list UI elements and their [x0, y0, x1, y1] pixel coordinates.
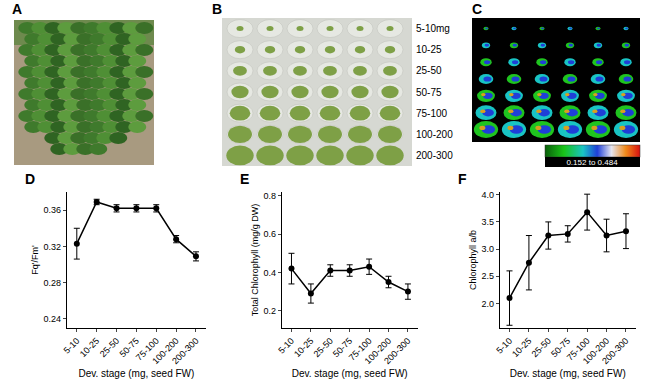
- svg-text:5-10mg: 5-10mg: [416, 23, 450, 34]
- svg-text:3.5: 3.5: [481, 217, 494, 227]
- svg-text:0.152 to 0.484: 0.152 to 0.484: [566, 158, 618, 167]
- svg-text:50-75: 50-75: [118, 336, 141, 359]
- svg-text:5-10: 5-10: [494, 336, 514, 356]
- svg-text:4.0: 4.0: [481, 190, 494, 200]
- svg-text:50-75: 50-75: [416, 87, 442, 98]
- svg-text:0.8: 0.8: [263, 191, 276, 201]
- svg-text:0.2: 0.2: [263, 306, 276, 316]
- svg-text:50-75: 50-75: [331, 336, 354, 359]
- svg-text:Dev. stage (mg, seed FW): Dev. stage (mg, seed FW): [510, 368, 626, 379]
- svg-text:0.36: 0.36: [44, 205, 62, 215]
- svg-text:200-300: 200-300: [416, 150, 453, 161]
- svg-text:25-50: 25-50: [530, 336, 553, 359]
- svg-text:200-300: 200-300: [600, 336, 630, 366]
- svg-text:B: B: [212, 1, 222, 17]
- svg-text:0.4: 0.4: [263, 268, 276, 278]
- svg-text:50-75: 50-75: [549, 336, 572, 359]
- svg-text:10-25: 10-25: [416, 44, 442, 55]
- svg-text:75-100: 75-100: [565, 336, 592, 363]
- svg-text:C: C: [472, 1, 482, 17]
- svg-text:5-10: 5-10: [62, 336, 82, 356]
- svg-text:100-200: 100-200: [416, 129, 453, 140]
- svg-text:E: E: [240, 171, 249, 187]
- svg-text:0.6: 0.6: [263, 229, 276, 239]
- svg-text:10-25: 10-25: [78, 336, 101, 359]
- svg-text:D: D: [25, 171, 35, 187]
- svg-text:75-100: 75-100: [134, 336, 161, 363]
- svg-text:Fq'/Fm': Fq'/Fm': [30, 245, 40, 275]
- svg-text:Chlorophyll a/b: Chlorophyll a/b: [468, 230, 478, 290]
- svg-text:3.0: 3.0: [481, 244, 494, 254]
- svg-text:75-100: 75-100: [347, 336, 374, 363]
- svg-text:25-50: 25-50: [416, 65, 442, 76]
- svg-text:F: F: [458, 171, 467, 187]
- svg-text:200-300: 200-300: [170, 336, 200, 366]
- svg-text:200-300: 200-300: [382, 336, 412, 366]
- svg-text:Total Chlorophyll (mg/g DW): Total Chlorophyll (mg/g DW): [250, 204, 260, 317]
- svg-text:25-50: 25-50: [312, 336, 335, 359]
- svg-text:2.5: 2.5: [481, 271, 494, 281]
- svg-text:10-25: 10-25: [510, 336, 533, 359]
- svg-text:Dev. stage (mg, seed FW): Dev. stage (mg, seed FW): [292, 368, 408, 379]
- svg-text:2.0: 2.0: [481, 299, 494, 309]
- svg-text:100-200: 100-200: [150, 336, 180, 366]
- svg-text:25-50: 25-50: [98, 336, 121, 359]
- svg-text:100-200: 100-200: [363, 336, 393, 366]
- svg-text:0.24: 0.24: [44, 314, 62, 324]
- svg-text:Dev. stage (mg, seed FW): Dev. stage (mg, seed FW): [78, 368, 194, 379]
- svg-text:100-200: 100-200: [581, 336, 611, 366]
- svg-text:0.32: 0.32: [44, 242, 62, 252]
- svg-text:A: A: [12, 1, 22, 17]
- svg-text:5-10: 5-10: [276, 336, 296, 356]
- svg-text:0.28: 0.28: [44, 278, 62, 288]
- svg-text:10-25: 10-25: [292, 336, 315, 359]
- svg-text:75-100: 75-100: [416, 108, 448, 119]
